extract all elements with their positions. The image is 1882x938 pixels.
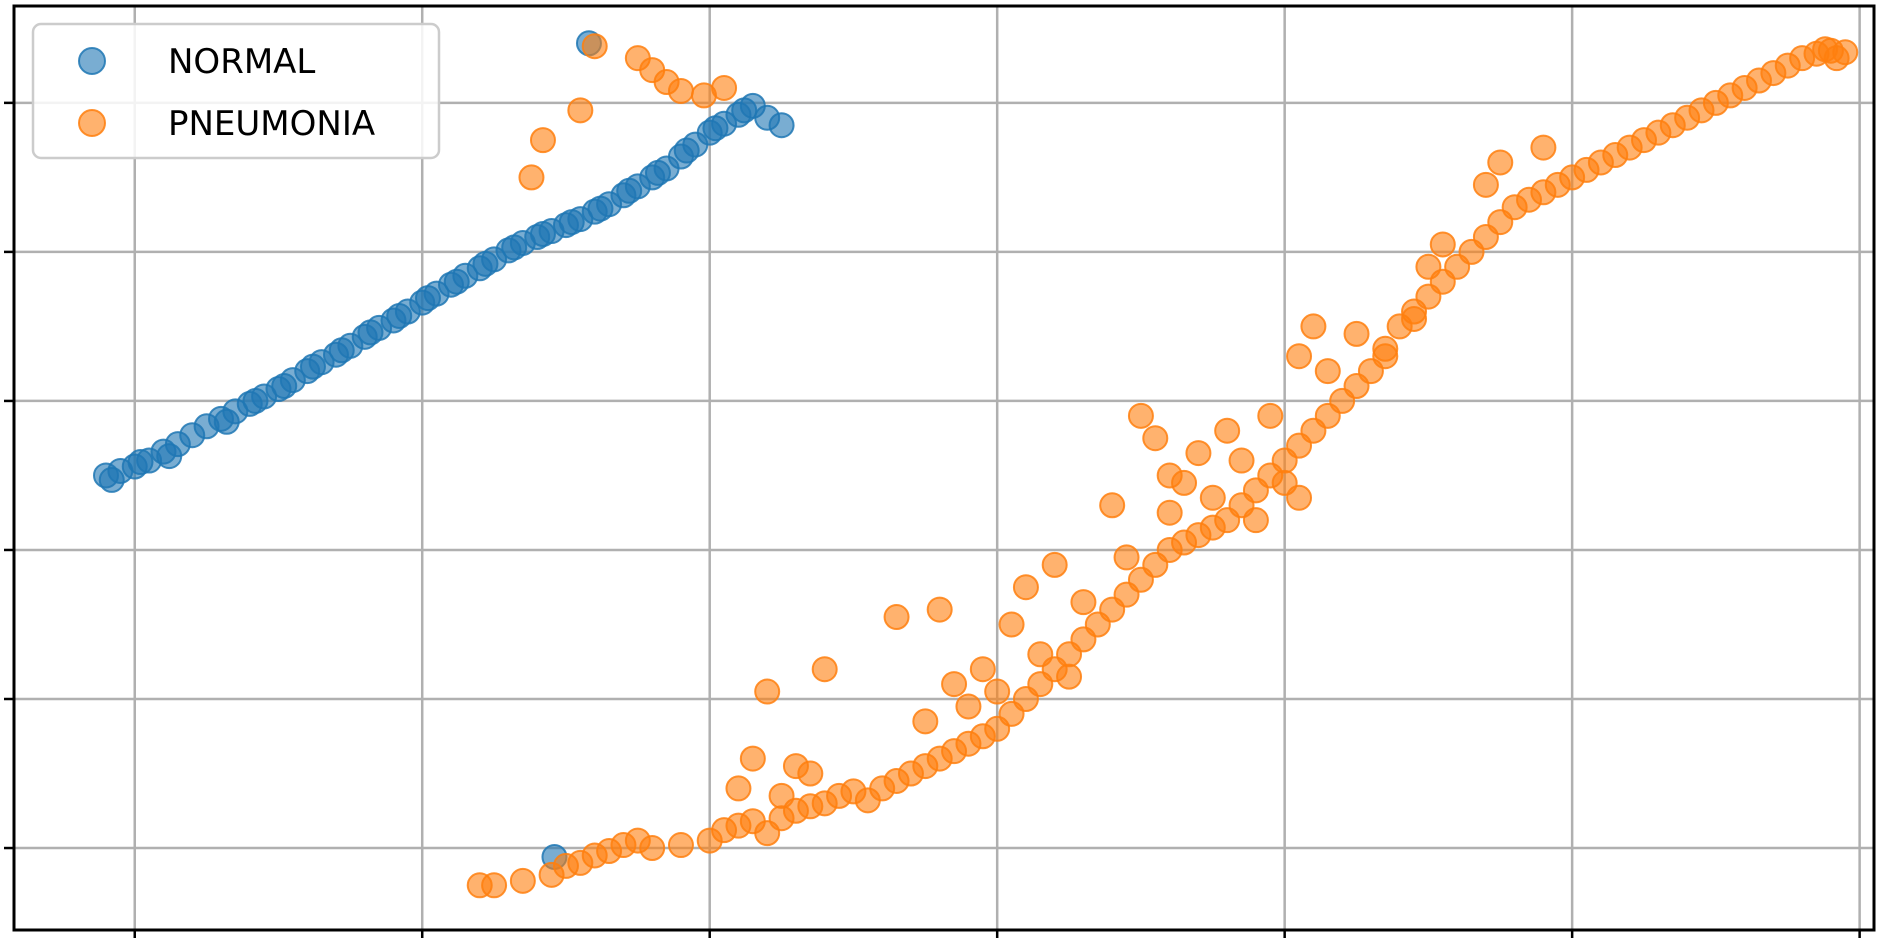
point-1-107 [883, 604, 910, 631]
point-0-67 [587, 195, 614, 222]
point-1-132 [725, 775, 752, 802]
point-1-136 [912, 708, 939, 735]
point-0-51 [271, 373, 298, 400]
point-1-20 [639, 835, 666, 862]
point-1-146 [1199, 484, 1226, 511]
point-1-0 [581, 33, 608, 60]
point-0-69 [702, 115, 729, 142]
point-1-106 [811, 656, 838, 683]
legend-marker-0 [78, 47, 106, 75]
point-1-8 [529, 127, 556, 154]
point-0-64 [414, 285, 441, 312]
point-0-58 [673, 137, 700, 164]
point-1-137 [941, 671, 968, 698]
point-1-149 [1286, 484, 1313, 511]
point-1-140 [1027, 641, 1054, 668]
point-1-121 [1286, 343, 1313, 370]
point-1-118 [1214, 417, 1241, 444]
point-0-55 [501, 234, 528, 261]
point-0-57 [616, 177, 643, 204]
legend-label-1: PNEUMONIA [168, 104, 375, 144]
point-0-53 [386, 302, 413, 329]
series-1 [466, 33, 1859, 899]
point-1-133 [739, 745, 766, 772]
series-0 [92, 30, 795, 870]
point-1-114 [1127, 402, 1154, 429]
data-points [92, 30, 1859, 899]
point-1-120 [1257, 402, 1284, 429]
point-1-142 [1070, 589, 1097, 616]
point-0-65 [472, 250, 499, 277]
legend: NORMAL PNEUMONIA [31, 22, 441, 160]
point-1-126 [1401, 305, 1428, 332]
point-1-109 [969, 656, 996, 683]
point-1-11 [481, 872, 508, 899]
point-1-12 [509, 867, 536, 894]
point-1-143 [1113, 544, 1140, 571]
point-1-108 [926, 596, 953, 623]
point-1-112 [1041, 551, 1068, 578]
point-1-4 [667, 77, 694, 104]
point-1-128 [1429, 231, 1456, 258]
point-1-117 [1185, 440, 1212, 467]
point-0-68 [644, 159, 671, 186]
point-1-147 [1242, 507, 1269, 534]
legend-label-0: NORMAL [168, 42, 315, 82]
point-0-56 [558, 209, 585, 236]
point-0-59 [731, 97, 758, 124]
point-1-134 [768, 782, 795, 809]
point-1-141 [1056, 663, 1083, 690]
point-0-50 [213, 408, 240, 435]
point-1-138 [955, 693, 982, 720]
point-1-122 [1300, 313, 1327, 340]
legend-marker-1 [78, 109, 106, 137]
point-1-144 [1156, 499, 1183, 526]
point-0-47 [768, 112, 795, 139]
point-0-63 [357, 319, 384, 346]
point-1-104 [754, 678, 781, 705]
point-1-103 [1812, 36, 1839, 63]
point-0-49 [156, 443, 183, 470]
point-1-123 [1314, 358, 1341, 385]
point-0-66 [529, 221, 556, 248]
point-0-54 [443, 268, 470, 295]
point-0-48 [98, 466, 125, 493]
point-1-131 [1530, 134, 1557, 161]
point-1-127 [1415, 253, 1442, 280]
point-1-139 [984, 678, 1011, 705]
point-1-111 [1012, 574, 1039, 601]
point-1-130 [1487, 149, 1514, 176]
legend-box [31, 22, 441, 160]
point-1-129 [1472, 171, 1499, 198]
point-0-60 [127, 449, 154, 476]
point-1-145 [1171, 469, 1198, 496]
point-1-21 [667, 832, 694, 859]
point-1-124 [1343, 320, 1370, 347]
point-1-9 [518, 164, 545, 191]
point-1-135 [797, 760, 824, 787]
point-0-62 [299, 353, 326, 380]
point-1-110 [998, 611, 1025, 638]
point-0-61 [242, 387, 269, 414]
point-0-52 [328, 337, 355, 364]
point-1-125 [1372, 343, 1399, 370]
point-1-113 [1099, 492, 1126, 519]
point-1-115 [1142, 425, 1169, 452]
point-1-7 [567, 97, 594, 124]
axis-ticks [4, 101, 1861, 938]
point-1-119 [1228, 447, 1255, 474]
plot-frame [12, 4, 1876, 932]
point-1-6 [711, 74, 738, 101]
